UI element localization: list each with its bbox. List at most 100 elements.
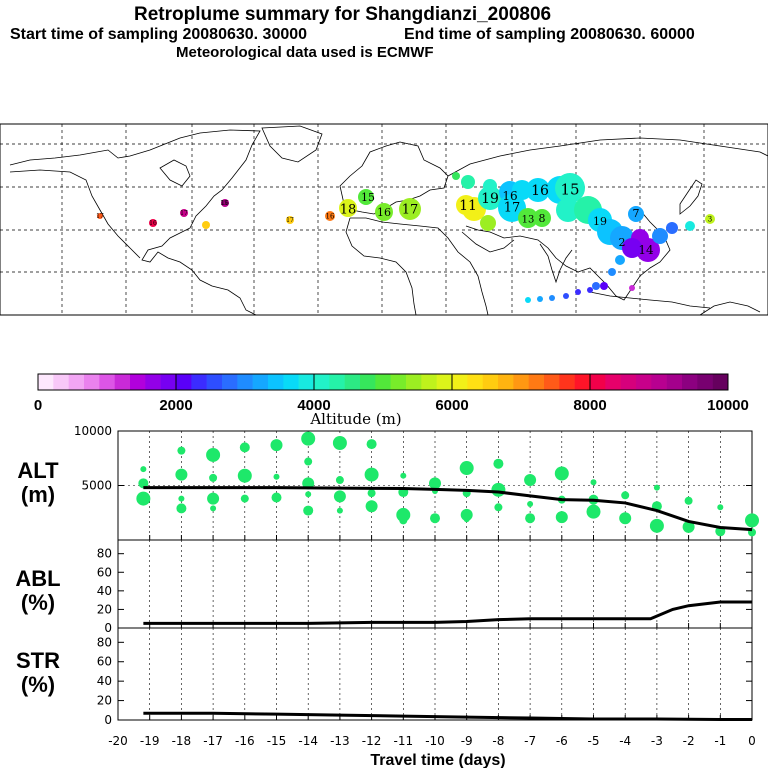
colorbar-cell bbox=[298, 374, 315, 390]
coast-india bbox=[539, 243, 573, 284]
colorbar-cell bbox=[84, 374, 100, 390]
plume-dot bbox=[600, 282, 608, 290]
colorbar-cell bbox=[544, 374, 560, 390]
alt-scatter-point bbox=[140, 466, 147, 473]
coast-africa bbox=[350, 217, 489, 316]
alt-scatter-point bbox=[717, 504, 724, 511]
colorbar-cell bbox=[620, 374, 637, 390]
colorbar-cell bbox=[344, 374, 361, 390]
plume-label: 18 bbox=[340, 203, 357, 218]
alt-scatter-point bbox=[365, 500, 378, 513]
plume-label: 17 bbox=[504, 201, 521, 216]
met-data-text: Meteorological data used is ECMWF bbox=[176, 44, 434, 61]
colorbar-cell bbox=[375, 374, 391, 390]
plume-label: 11 bbox=[459, 198, 477, 214]
x-tick-label: -12 bbox=[362, 734, 382, 748]
abl-panel: 0 20 40 60 80 bbox=[97, 539, 753, 635]
colorbar-cell bbox=[482, 374, 499, 390]
alt-scatter-point bbox=[429, 477, 441, 490]
x-tick-label: -11 bbox=[393, 734, 413, 748]
plume-dot bbox=[399, 198, 421, 220]
plume-dot bbox=[608, 268, 616, 276]
colorbar-cell bbox=[559, 374, 575, 390]
alt-scatter-point bbox=[210, 505, 217, 512]
plume-dot bbox=[685, 221, 695, 231]
plume-dot bbox=[563, 293, 569, 299]
alt-scatter-point bbox=[525, 513, 536, 524]
abl-series-line bbox=[143, 600, 752, 625]
alt-scatter-point bbox=[177, 446, 186, 455]
colorbar-frame bbox=[37, 373, 729, 391]
plume-dot bbox=[556, 198, 580, 222]
plume-dot bbox=[652, 228, 668, 244]
plume-dot bbox=[629, 285, 635, 291]
x-axis-title: Travel time (days) bbox=[370, 752, 505, 768]
x-tick-label: -4 bbox=[619, 734, 631, 748]
plume-label: 13 bbox=[522, 215, 535, 226]
alt-scatter-point bbox=[209, 473, 218, 482]
x-tick-label: -2 bbox=[683, 734, 695, 748]
coast-greenland bbox=[261, 125, 323, 163]
alt-scatter-point bbox=[271, 492, 282, 503]
plume-dot bbox=[149, 219, 157, 227]
colorbar-cell bbox=[436, 374, 453, 390]
alt-scatter-point bbox=[175, 468, 188, 481]
plume-dot bbox=[705, 214, 715, 224]
alt-scatter-point bbox=[206, 447, 221, 462]
plume-dot bbox=[575, 289, 581, 295]
x-tick-label: -9 bbox=[461, 734, 473, 748]
alt-scatter-point bbox=[273, 473, 280, 480]
plume-label: 16 bbox=[502, 189, 517, 203]
x-tick-label: -13 bbox=[330, 734, 350, 748]
x-tick-label: 0 bbox=[748, 734, 756, 748]
plume-dot bbox=[622, 238, 642, 258]
colorbar-tick-label: 8000 bbox=[573, 397, 606, 414]
colorbar-cell bbox=[191, 374, 207, 390]
str-unit: (%) bbox=[21, 672, 55, 697]
plume-dot bbox=[525, 297, 531, 303]
alt-scatter-point bbox=[524, 474, 537, 487]
str-label: STR bbox=[16, 648, 60, 673]
colorbar-cell bbox=[666, 374, 683, 390]
str-ytick-label: 60 bbox=[97, 655, 112, 669]
alt-scatter-point bbox=[364, 467, 379, 482]
plume-dot bbox=[518, 208, 538, 228]
alt-scatter-point bbox=[335, 476, 344, 485]
plume-dot bbox=[339, 199, 357, 217]
plume-dot bbox=[180, 209, 188, 217]
alt-scatter-point bbox=[493, 458, 504, 469]
colorbar-cell bbox=[712, 374, 729, 390]
map-graticule bbox=[0, 124, 768, 315]
alt-scatter-point bbox=[430, 513, 440, 524]
str-panel: 0 20 40 60 80 bbox=[97, 627, 753, 727]
plume-dot bbox=[526, 178, 550, 202]
alt-series-line bbox=[143, 486, 753, 532]
end-time-text: End time of sampling 20080630. 60000 bbox=[404, 26, 695, 43]
colorbar-cell bbox=[590, 374, 606, 390]
colorbar-cell bbox=[99, 374, 115, 390]
plume-dot bbox=[478, 186, 502, 210]
colorbar-cell bbox=[53, 374, 69, 390]
plume-dot bbox=[286, 216, 294, 224]
abl-ytick-label: 20 bbox=[97, 602, 112, 616]
abl-label: ABL bbox=[15, 566, 60, 591]
plume-dot bbox=[587, 287, 593, 293]
plume-label: 15 bbox=[220, 200, 228, 207]
str-series-line bbox=[143, 711, 752, 722]
alt-scatter-point bbox=[399, 516, 408, 525]
alt-scatter-point bbox=[332, 435, 347, 450]
colorbar-cell bbox=[252, 374, 269, 390]
colorbar-cell bbox=[452, 374, 468, 390]
coast-arabia bbox=[461, 231, 515, 253]
alt-unit: (m) bbox=[21, 482, 55, 507]
colorbar-cell bbox=[237, 374, 253, 390]
plume-label: 17 bbox=[180, 210, 188, 217]
alt-scatter-point bbox=[463, 516, 470, 523]
alt-scatter-point bbox=[237, 468, 252, 483]
plume-dot bbox=[461, 175, 475, 189]
alt-scatter-point bbox=[590, 479, 597, 486]
colorbar-tick-label: 4000 bbox=[297, 397, 330, 414]
colorbar-cell bbox=[498, 374, 514, 390]
plume-dot bbox=[483, 179, 497, 193]
colorbar-cell bbox=[38, 374, 54, 390]
